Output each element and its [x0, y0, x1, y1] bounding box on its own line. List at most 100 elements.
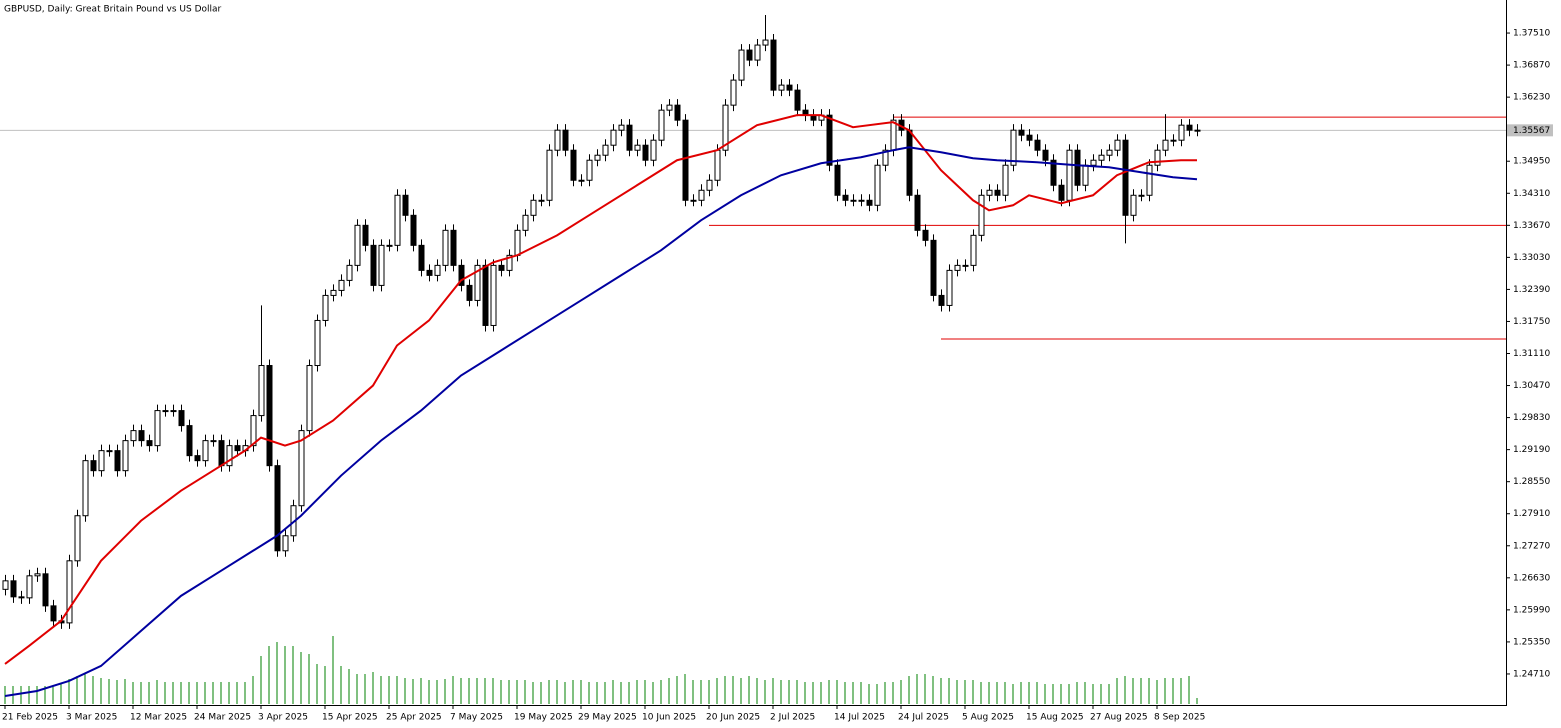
y-tick-label: 1.27910 [1513, 509, 1550, 519]
moving-average [4, 146, 1198, 697]
candle-body [226, 445, 233, 467]
candle-body [10, 580, 17, 598]
candle-body [2, 580, 9, 590]
candle-body [194, 455, 201, 462]
candle-body [298, 430, 305, 507]
candle-body [642, 144, 649, 161]
candle-body [442, 229, 449, 266]
y-tick-label: 1.32390 [1513, 285, 1550, 295]
candle-body [186, 425, 193, 457]
candle-body [1178, 124, 1185, 141]
x-tick-label: 27 Aug 2025 [1090, 713, 1148, 723]
x-tick-label: 24 Jul 2025 [898, 713, 949, 723]
candle-body [826, 114, 833, 166]
candle-body [170, 410, 177, 413]
x-tick-label: 21 Feb 2025 [2, 713, 58, 723]
candle-body [1082, 164, 1089, 186]
candle-body [218, 440, 225, 467]
candle-body [1074, 149, 1081, 186]
candle-body [1146, 164, 1153, 196]
chart-title: GBPUSD, Daily: Great Britain Pound vs US… [4, 5, 222, 15]
candle-body [1154, 149, 1161, 166]
x-tick-label: 14 Jul 2025 [834, 713, 885, 723]
candle-body [762, 39, 769, 46]
moving-average [4, 114, 1197, 665]
candle-body [498, 264, 505, 271]
candle-body [586, 159, 593, 181]
x-tick-label: 10 Jun 2025 [642, 713, 696, 723]
candle-body [338, 279, 345, 291]
candle-body [938, 294, 945, 306]
candle-body [914, 194, 921, 231]
candle-body [786, 84, 793, 91]
candle-body [1058, 184, 1065, 201]
candle-body [26, 575, 33, 599]
candle-body [274, 465, 281, 552]
x-tick-label: 20 Jun 2025 [706, 713, 760, 723]
candle-body [418, 244, 425, 271]
candle-body [1138, 194, 1145, 197]
candle-body [858, 199, 865, 202]
y-tick-label: 1.27270 [1513, 541, 1550, 551]
candle-body [922, 229, 929, 241]
candle-body [66, 560, 73, 624]
candle-body [154, 410, 161, 447]
candle-body [730, 79, 737, 106]
x-tick-label: 5 Aug 2025 [962, 713, 1014, 723]
y-tick-label: 1.36230 [1513, 93, 1550, 103]
candle-body [250, 415, 257, 447]
candle-body [1106, 149, 1113, 156]
candle-body [394, 194, 401, 246]
y-tick-label: 1.34310 [1513, 189, 1550, 199]
y-tick-label: 1.31750 [1513, 317, 1550, 327]
candle-body [282, 535, 289, 552]
candle-body [490, 264, 497, 326]
candle-body [1098, 154, 1105, 161]
candle-body [330, 289, 337, 296]
last-price-box [1507, 124, 1553, 137]
candle-body [34, 573, 41, 577]
candle-body [1050, 159, 1057, 186]
candle-body [722, 104, 729, 151]
candle-body [754, 44, 761, 61]
y-tick-label: 1.36870 [1513, 61, 1550, 71]
candle-body [506, 254, 513, 271]
candle-body [42, 573, 49, 607]
candle-body [362, 224, 369, 246]
y-tick-label: 1.29830 [1513, 413, 1550, 423]
candle-body [970, 234, 977, 266]
candle-body [74, 515, 81, 562]
x-tick-label: 19 May 2025 [514, 713, 573, 723]
candle-body [98, 450, 105, 472]
candle-body [18, 596, 25, 599]
candle-body [1010, 129, 1017, 166]
candle-body [354, 224, 361, 266]
candle-body [874, 164, 881, 206]
x-tick-label: 25 Apr 2025 [386, 713, 442, 723]
x-tick-label: 29 May 2025 [578, 713, 637, 723]
candle-body [698, 189, 705, 201]
candle-body [626, 124, 633, 151]
y-tick-label: 1.37510 [1513, 29, 1550, 39]
candle-body [946, 269, 953, 306]
candle-body [346, 264, 353, 281]
candle-body [146, 440, 153, 447]
x-tick-label: 2 Jul 2025 [770, 713, 815, 723]
candle-body [514, 229, 521, 256]
candle-body [1114, 139, 1121, 151]
candle-body [1090, 159, 1097, 166]
candle-body [1122, 139, 1129, 216]
candle-body [466, 284, 473, 301]
candle-body [378, 244, 385, 286]
candle-body [122, 440, 129, 472]
candle-body [866, 199, 873, 206]
candle-body [1042, 149, 1049, 161]
candle-body [410, 214, 417, 246]
y-tick-label: 1.29190 [1513, 445, 1550, 455]
candle-body [594, 154, 601, 161]
candle-body [690, 199, 697, 202]
candle-body [994, 189, 1001, 196]
candle-body [794, 89, 801, 111]
